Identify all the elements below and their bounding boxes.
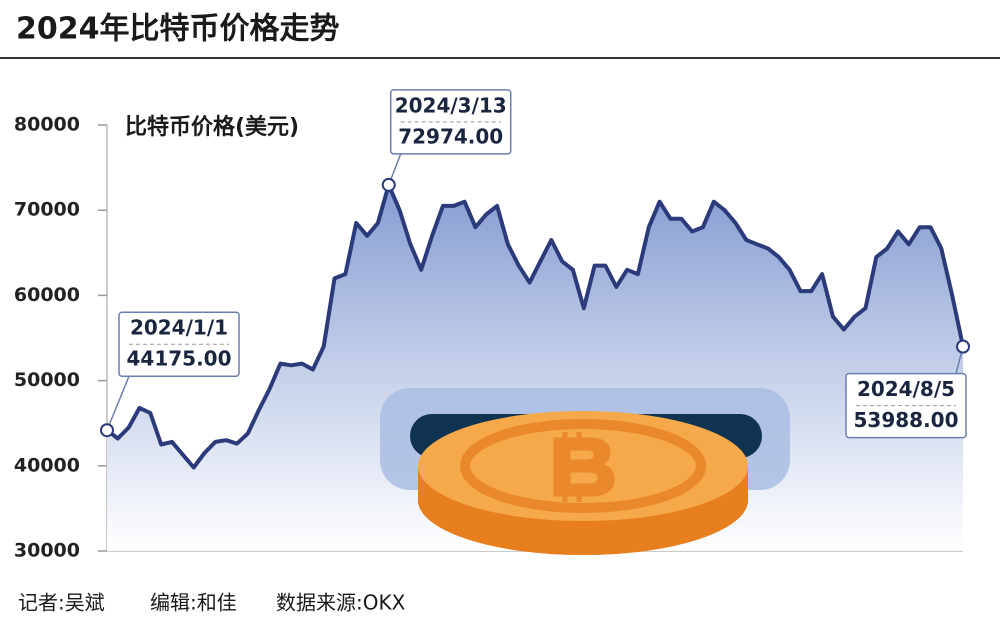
callout-date: 2024/3/13 (395, 93, 507, 117)
point (381, 177, 396, 192)
credit: 记者:吴斌 (18, 591, 105, 615)
y-tick-label: 80000 (14, 114, 80, 136)
callout-value: 53988.00 (853, 408, 958, 432)
callout-date: 2024/1/1 (130, 316, 228, 340)
callout-value: 44175.00 (126, 347, 231, 371)
y-tick-label: 70000 (14, 199, 80, 221)
credit: 数据来源:OKX (276, 591, 406, 615)
callout-value: 72974.00 (398, 124, 503, 148)
point (956, 339, 970, 354)
y-tick-label: 50000 (14, 369, 80, 391)
y-tick-label: 30000 (14, 540, 80, 562)
callout-date: 2024/8/5 (857, 377, 955, 401)
coin-illustration (380, 388, 790, 555)
coin-ring (460, 419, 706, 513)
point (100, 423, 114, 438)
y-axis-label: 比特币价格(美元) (125, 114, 299, 140)
line (105, 182, 965, 470)
y-tick-label: 60000 (14, 284, 80, 306)
chart-title: 2024年比特币价格走势 (16, 12, 340, 47)
y-tick-label: 40000 (14, 454, 80, 476)
annotations: 2024/1/1 44175.00 2024/3/13 72974.00 2024/8/… (100, 89, 970, 439)
callout-line (106, 375, 130, 431)
credit: 编辑:和佳 (150, 591, 237, 615)
bitcoin-symbol (553, 432, 615, 502)
